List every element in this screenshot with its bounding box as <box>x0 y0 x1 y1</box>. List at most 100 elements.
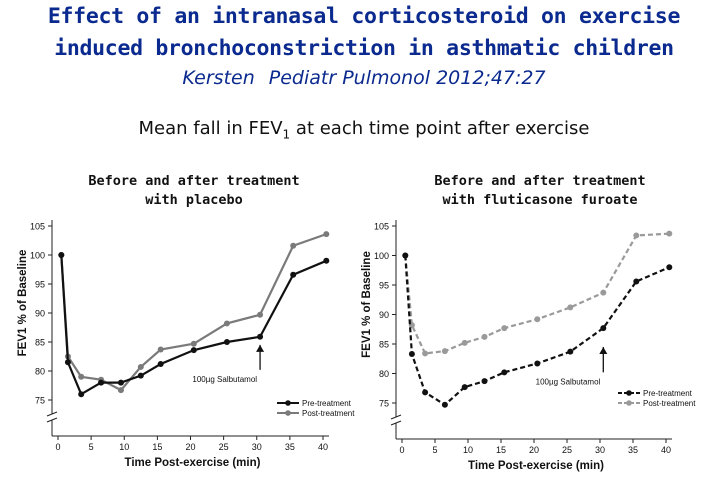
right-x-tick-label: 40 <box>661 445 671 455</box>
right-x-tick-label: 15 <box>496 445 506 455</box>
right-salbutamol-annotation: 100µg Salbutamol <box>536 377 601 386</box>
right-data-point <box>501 325 508 332</box>
left-axis-break-gap <box>47 414 57 420</box>
right-legend-marker <box>626 390 632 396</box>
left-data-point <box>323 231 330 238</box>
right-data-point <box>441 348 448 355</box>
left-data-point <box>78 373 85 380</box>
right-data-point <box>567 304 574 311</box>
right-series-line <box>404 232 670 355</box>
right-y-tick-label: 80 <box>379 369 389 379</box>
left-salbutamol-annotation: 100µg Salbutamol <box>192 375 257 384</box>
left-y-tick-label: 85 <box>35 338 45 348</box>
left-x-tick-label: 40 <box>318 442 328 452</box>
left-caption-line-1: Before and after treatment <box>88 173 300 189</box>
left-x-tick-label: 5 <box>89 442 94 452</box>
right-y-tick-label: 105 <box>374 222 389 232</box>
left-x-axis-label: Time Post-exercise (min) <box>125 457 261 469</box>
slide-title-line-2: induced bronchoconstriction in asthmatic… <box>54 36 674 61</box>
left-data-point <box>257 333 264 340</box>
right-y-tick-label: 85 <box>379 340 389 350</box>
right-data-point <box>666 230 673 237</box>
left-data-point <box>290 242 297 249</box>
left-data-point <box>223 339 230 345</box>
left-legend-marker <box>285 400 291 406</box>
subtitle-subscript: 1 <box>282 127 291 142</box>
left-x-tick-label: 20 <box>185 442 195 452</box>
right-x-tick-label: 5 <box>432 445 437 455</box>
left-legend-label: Pre-treatment <box>302 399 352 408</box>
right-axis-break-gap <box>391 417 401 423</box>
left-data-point <box>190 340 197 347</box>
left-chart: 75 80 85 90 95 100 105 0 5 10 15 20 25 30 35 40 Time Pos… <box>17 220 355 469</box>
right-panel-caption: Before and after treatment with fluticas… <box>390 172 690 210</box>
left-data-point <box>117 379 124 386</box>
left-caption-line-2: with placebo <box>145 192 243 208</box>
right-data-point <box>633 232 640 239</box>
right-data-point <box>481 333 488 340</box>
right-x-tick-label: 0 <box>399 445 404 455</box>
left-x-tick-label: 0 <box>55 442 60 452</box>
left-salbutamol-arrowhead <box>256 344 265 352</box>
left-x-tick-label: 15 <box>152 442 162 452</box>
right-y-tick-label: 90 <box>379 310 389 320</box>
left-data-point <box>157 346 164 353</box>
right-x-axis-label: Time Post-exercise (min) <box>468 460 604 472</box>
left-series-line <box>60 233 327 392</box>
left-y-tick-label: 90 <box>35 309 45 319</box>
right-data-point <box>461 339 468 346</box>
left-data-point <box>190 347 197 354</box>
left-x-tick-label: 10 <box>119 442 129 452</box>
right-caption-line-2: with fluticasone furoate <box>442 192 638 208</box>
right-data-point <box>600 289 607 296</box>
left-legend-label: Post-treatment <box>302 409 355 418</box>
right-series-line <box>404 255 670 407</box>
right-data-point <box>534 360 541 367</box>
left-data-point <box>78 391 85 398</box>
right-y-tick-label: 75 <box>379 399 389 409</box>
left-data-point <box>64 359 71 366</box>
right-data-point <box>501 369 508 376</box>
right-x-tick-label: 25 <box>562 445 572 455</box>
left-data-point <box>58 252 65 258</box>
left-y-tick-label: 100 <box>30 251 45 261</box>
left-data-point <box>323 257 330 264</box>
left-legend-marker <box>285 410 291 416</box>
left-data-point <box>290 271 297 278</box>
right-y-axis-label: FEV1 % of Baseline <box>361 251 373 358</box>
left-x-tick-label: 25 <box>219 442 229 452</box>
left-axis-break-mark <box>46 417 58 423</box>
right-chart: 75 80 85 90 95 100 105 0 5 10 15 20 25 30 35 40 Time Pos… <box>361 220 696 472</box>
left-axis-break-mark <box>46 411 58 417</box>
right-data-point <box>422 389 429 396</box>
left-y-axis-label: FEV1 % of Baseline <box>17 250 29 357</box>
left-data-point <box>137 363 144 370</box>
right-x-tick-label: 30 <box>595 445 605 455</box>
right-data-point <box>534 316 541 323</box>
subtitle-prefix: Mean fall in FEV <box>138 118 283 139</box>
right-data-point <box>666 264 673 271</box>
left-data-point <box>223 320 230 327</box>
citation-author: Kersten <box>182 67 255 89</box>
subtitle-suffix: at each time point after exercise <box>290 118 590 139</box>
left-series-line <box>60 254 327 396</box>
citation-journal: Pediatr Pulmonol 2012;47:27 <box>268 67 546 89</box>
left-panel-caption: Before and after treatment with placebo <box>44 172 344 210</box>
left-y-tick-label: 80 <box>35 367 45 377</box>
right-data-point <box>481 378 488 385</box>
left-x-tick-label: 35 <box>285 442 295 452</box>
right-y-tick-label: 100 <box>374 251 389 261</box>
left-data-point <box>98 379 105 386</box>
right-salbutamol-arrowhead <box>599 346 608 354</box>
right-data-point <box>422 350 429 357</box>
left-data-point <box>157 361 164 368</box>
left-data-point <box>137 372 144 379</box>
right-data-point <box>567 348 574 355</box>
right-caption-line-1: Before and after treatment <box>434 173 646 189</box>
slide-subtitle: Mean fall in FEV1 at each time point aft… <box>0 118 728 142</box>
right-axis-break-mark <box>390 420 402 426</box>
left-y-tick-label: 105 <box>30 222 45 232</box>
right-data-point <box>600 325 607 332</box>
right-data-point <box>633 278 640 285</box>
